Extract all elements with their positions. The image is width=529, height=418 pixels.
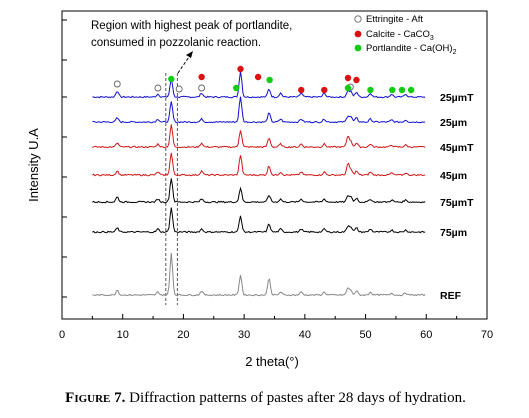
annotation-arrow [177, 53, 192, 74]
portlandite-marker [344, 84, 352, 92]
legend-symbol [354, 44, 362, 52]
x-axis-title: 2 theta(°) [245, 354, 299, 369]
annotation-arrowhead [186, 51, 193, 58]
calcite-marker [321, 86, 328, 94]
plot-frame [61, 10, 488, 320]
figure-caption: Figure 7. Diffraction patterns of pastes… [8, 390, 523, 407]
portlandite-marker [407, 86, 415, 94]
caption-label: Figure 7. [65, 390, 126, 406]
y-axis-title: Intensity U.A [26, 128, 41, 202]
portlandite-marker [367, 86, 374, 94]
portlandite-marker [233, 84, 240, 92]
legend: Ettringite - Aft Calcite - CaCO3Portlandi… [354, 14, 457, 56]
ettringite-marker [113, 80, 121, 88]
caption-text: Diffraction patterns of pastes after 28 … [125, 390, 466, 406]
x-tick-label: 50 [359, 329, 371, 341]
series-label: 25µm [440, 117, 467, 129]
series-line [92, 96, 426, 124]
x-tick-label: 40 [299, 329, 311, 341]
xrd-chart: 25µmT 25µm 45µmT 45µm 75µmT 75µm REF 0 10 20 30 40… [26, 10, 493, 369]
series-line [92, 178, 426, 204]
ettringite-marker [154, 84, 162, 92]
x-tick-label: 10 [117, 329, 129, 341]
series-line [92, 253, 426, 297]
calcite-marker [254, 73, 262, 81]
calcite-marker [344, 74, 352, 82]
x-tick-label: 70 [481, 329, 493, 341]
series-line [92, 207, 426, 234]
series-line [92, 71, 426, 99]
ettringite-marker [198, 84, 206, 92]
series-label: 75µm [440, 227, 467, 239]
series-label: 45µm [440, 170, 467, 182]
calcite-marker [237, 65, 244, 73]
series-label: 75µmT [440, 197, 474, 209]
calcite-marker [198, 73, 205, 81]
portlandite-marker [398, 86, 406, 94]
legend-entry-label: Portlandite - Ca(OH)2 [366, 43, 457, 56]
series-label: 45µmT [440, 142, 474, 154]
legend-entry-label: Ettringite - Aft [366, 14, 423, 25]
portlandite-marker [266, 76, 273, 84]
calcite-marker [298, 86, 305, 94]
series-line [92, 152, 426, 177]
annotation-line-1: Region with highest peak of portlandite, [91, 20, 292, 32]
series-line [92, 124, 426, 149]
legend-symbol [354, 30, 362, 38]
series-label: REF [440, 290, 462, 302]
portlandite-marker [389, 86, 396, 94]
annotation-line-2: consumed in pozzolanic reaction. [91, 37, 261, 49]
ettringite-marker [175, 85, 183, 93]
x-tick-label: 60 [420, 329, 432, 341]
x-tick-label: 0 [59, 329, 65, 341]
calcite-marker [353, 76, 360, 84]
legend-ettringite-symbol [354, 15, 362, 23]
series-label: 25µmT [440, 92, 474, 104]
portlandite-marker [168, 75, 175, 83]
x-tick-label: 20 [177, 329, 189, 341]
legend-entry-label: Calcite - CaCO3 [366, 29, 434, 42]
x-tick-label: 30 [238, 329, 250, 341]
